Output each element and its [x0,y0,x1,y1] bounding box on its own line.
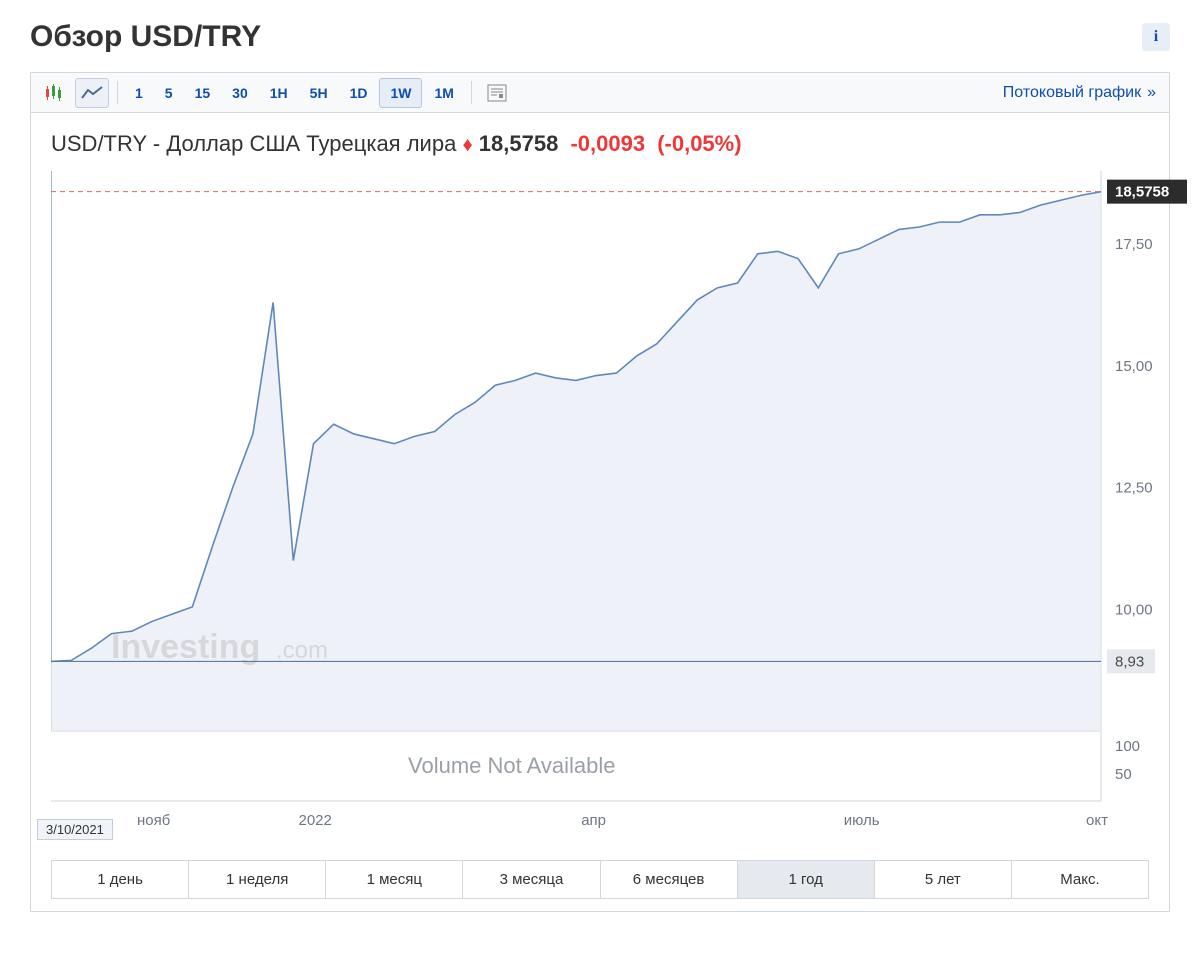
stream-chart-link[interactable]: Потоковый график » [991,84,1165,102]
svg-text:.com: .com [276,637,328,664]
interval-1[interactable]: 1 [125,78,153,108]
period-tabs: 1 день1 неделя1 месяц3 месяца6 месяцев1 … [51,860,1149,899]
direction-down-icon: ♦ [462,134,472,156]
interval-5[interactable]: 5 [155,78,183,108]
chart-panel: 1515301H5H1D1W1M Потоковый график » USD/… [30,72,1170,912]
period-tab[interactable]: 6 месяцев [601,861,738,898]
price-chart: Investing .com 10,00 12,50 15,00 17,50 18,5758… [51,171,1197,841]
chart-toolbar: 1515301H5H1D1W1M Потоковый график » [31,73,1169,113]
separator [471,81,472,104]
interval-1D[interactable]: 1D [340,78,378,108]
svg-text:июль: июль [844,812,880,829]
interval-buttons: 1515301H5H1D1W1M [124,73,465,112]
date-flag: 3/10/2021 [37,819,113,840]
svg-text:Investing: Investing [111,628,260,666]
interval-1M[interactable]: 1M [424,78,463,108]
svg-text:Volume Not Available: Volume Not Available [408,753,616,778]
price-change: -0,0093 [570,131,645,156]
svg-text:12,50: 12,50 [1115,480,1153,497]
interval-1W[interactable]: 1W [379,78,422,108]
area-chart-icon[interactable] [75,78,109,108]
candlestick-icon[interactable] [37,78,71,108]
quote-header: USD/TRY - Доллар США Турецкая лира ♦ 18,… [31,113,1169,157]
chevron-right-icon: » [1147,84,1153,102]
period-tab[interactable]: 1 месяц [326,861,463,898]
svg-text:апр: апр [581,812,606,829]
period-tab[interactable]: Макс. [1012,861,1148,898]
interval-15[interactable]: 15 [185,78,221,108]
svg-text:50: 50 [1115,766,1132,783]
svg-text:17,50: 17,50 [1115,236,1153,253]
interval-5H[interactable]: 5H [300,78,338,108]
period-tab[interactable]: 5 лет [875,861,1012,898]
page-title: Обзор USD/TRY [30,20,261,54]
period-tab[interactable]: 3 месяца [463,861,600,898]
chart-area[interactable]: Investing .com 10,00 12,50 15,00 17,50 18,5758… [31,157,1169,846]
svg-text:8,93: 8,93 [1115,653,1144,670]
svg-text:окт: окт [1086,812,1108,829]
svg-text:2022: 2022 [299,812,332,829]
period-tab[interactable]: 1 день [52,861,189,898]
interval-30[interactable]: 30 [222,78,258,108]
svg-text:15,00: 15,00 [1115,358,1153,375]
last-price: 18,5758 [479,131,559,156]
separator [117,81,118,104]
svg-text:10,00: 10,00 [1115,601,1153,618]
period-tab[interactable]: 1 неделя [189,861,326,898]
info-icon[interactable]: i [1142,23,1170,51]
period-tab[interactable]: 1 год [738,861,875,898]
stream-chart-label: Потоковый график [1003,84,1141,102]
svg-text:100: 100 [1115,738,1140,755]
news-icon[interactable] [480,78,514,108]
pair-name: USD/TRY - Доллар США Турецкая лира [51,131,456,156]
price-change-pct: (-0,05%) [657,131,741,156]
interval-1H[interactable]: 1H [260,78,298,108]
svg-text:18,5758: 18,5758 [1115,184,1169,201]
svg-text:нояб: нояб [137,812,170,829]
